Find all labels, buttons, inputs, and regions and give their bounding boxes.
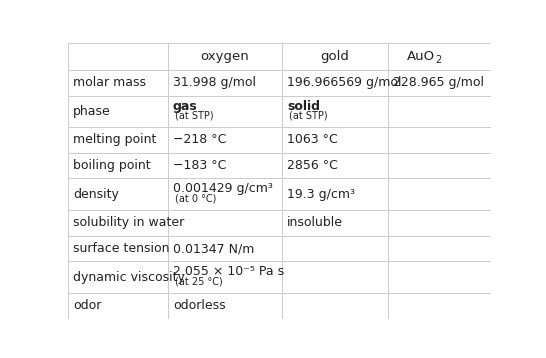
- Bar: [68, 210, 168, 236]
- Text: −218 °C: −218 °C: [173, 134, 226, 146]
- Text: gold: gold: [321, 50, 349, 63]
- Text: odor: odor: [73, 299, 102, 312]
- Text: density: density: [73, 188, 119, 201]
- Bar: [282, 293, 388, 319]
- Bar: [168, 178, 282, 210]
- Bar: [388, 261, 491, 293]
- Text: 19.3 g/cm³: 19.3 g/cm³: [287, 188, 355, 201]
- Bar: [168, 127, 282, 153]
- Bar: [388, 70, 491, 96]
- Bar: [282, 127, 388, 153]
- Bar: [68, 70, 168, 96]
- Bar: [168, 96, 282, 127]
- Bar: [68, 236, 168, 261]
- Bar: [168, 210, 282, 236]
- Text: melting point: melting point: [73, 134, 157, 146]
- Text: 228.965 g/mol: 228.965 g/mol: [393, 76, 484, 89]
- Bar: [282, 70, 388, 96]
- Text: (at 0 °C): (at 0 °C): [175, 194, 216, 204]
- Bar: [168, 43, 282, 70]
- Text: 0.001429 g/cm³: 0.001429 g/cm³: [173, 183, 272, 195]
- Bar: [68, 96, 168, 127]
- Bar: [68, 261, 168, 293]
- Bar: [68, 127, 168, 153]
- Text: 2856 °C: 2856 °C: [287, 159, 338, 172]
- Bar: [282, 210, 388, 236]
- Text: 1063 °C: 1063 °C: [287, 134, 338, 146]
- Bar: [388, 178, 491, 210]
- Text: (at STP): (at STP): [289, 111, 328, 121]
- Text: (at STP): (at STP): [175, 111, 213, 121]
- Text: phase: phase: [73, 105, 111, 118]
- Text: gas: gas: [173, 100, 198, 112]
- Bar: [68, 178, 168, 210]
- Text: (at 25 °C): (at 25 °C): [175, 277, 223, 287]
- Bar: [282, 96, 388, 127]
- Text: 196.966569 g/mol: 196.966569 g/mol: [287, 76, 401, 89]
- Bar: [388, 153, 491, 178]
- Bar: [282, 236, 388, 261]
- Bar: [388, 96, 491, 127]
- Bar: [168, 261, 282, 293]
- Bar: [388, 293, 491, 319]
- Bar: [168, 293, 282, 319]
- Text: 2.055 × 10⁻⁵ Pa s: 2.055 × 10⁻⁵ Pa s: [173, 265, 284, 279]
- Bar: [282, 153, 388, 178]
- Text: oxygen: oxygen: [200, 50, 249, 63]
- Text: 31.998 g/mol: 31.998 g/mol: [173, 76, 256, 89]
- Text: 0.01347 N/m: 0.01347 N/m: [173, 242, 254, 255]
- Bar: [388, 210, 491, 236]
- Text: boiling point: boiling point: [73, 159, 151, 172]
- Bar: [388, 127, 491, 153]
- Bar: [68, 293, 168, 319]
- Text: 2: 2: [435, 55, 442, 65]
- Bar: [68, 153, 168, 178]
- Text: odorless: odorless: [173, 299, 225, 312]
- Bar: [68, 43, 168, 70]
- Bar: [282, 178, 388, 210]
- Text: molar mass: molar mass: [73, 76, 146, 89]
- Bar: [282, 261, 388, 293]
- Bar: [168, 70, 282, 96]
- Bar: [388, 236, 491, 261]
- Text: solid: solid: [287, 100, 320, 112]
- Bar: [282, 43, 388, 70]
- Text: surface tension: surface tension: [73, 242, 170, 255]
- Text: AuO: AuO: [407, 50, 435, 63]
- Bar: [168, 236, 282, 261]
- Text: solubility in water: solubility in water: [73, 216, 185, 229]
- Text: −183 °C: −183 °C: [173, 159, 226, 172]
- Text: insoluble: insoluble: [287, 216, 343, 229]
- Bar: [168, 153, 282, 178]
- Text: dynamic viscosity: dynamic viscosity: [73, 271, 185, 284]
- Bar: [388, 43, 491, 70]
